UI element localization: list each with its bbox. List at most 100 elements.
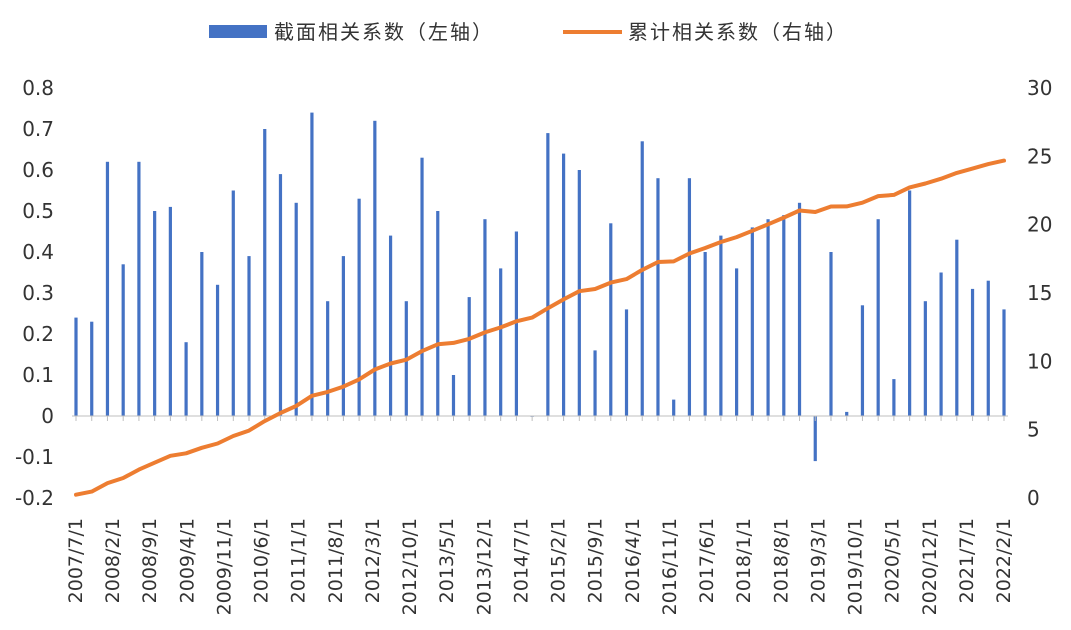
bar bbox=[782, 215, 786, 416]
bar bbox=[609, 223, 613, 416]
bar bbox=[813, 416, 817, 462]
x-tick-label: 2012/10/1 bbox=[399, 518, 421, 615]
right-axis: 0 5 10 15 20 25 30 bbox=[1027, 76, 1052, 510]
left-tick-label: -0.1 bbox=[15, 445, 54, 469]
x-tick-label: 2019/10/1 bbox=[845, 518, 867, 615]
bar bbox=[215, 284, 220, 416]
legend-label-line: 累计相关系数（右轴） bbox=[628, 20, 848, 44]
bar bbox=[687, 178, 692, 416]
x-tick-label: 2008/9/1 bbox=[139, 518, 161, 603]
bar bbox=[326, 301, 330, 416]
left-tick-label: -0.2 bbox=[15, 486, 54, 510]
bar bbox=[908, 190, 912, 416]
bar bbox=[955, 239, 959, 416]
x-tick-label: 2017/6/1 bbox=[696, 518, 718, 603]
bar bbox=[561, 153, 566, 416]
bar bbox=[939, 272, 943, 416]
x-tick-label: 2016/4/1 bbox=[622, 518, 644, 603]
bar bbox=[829, 252, 833, 416]
bar bbox=[200, 252, 204, 416]
legend: 截面相关系数（左轴） 累计相关系数（右轴） bbox=[209, 20, 848, 44]
bar bbox=[436, 211, 440, 416]
left-tick-label: 0.8 bbox=[22, 76, 54, 100]
bar bbox=[797, 202, 802, 416]
bar bbox=[719, 235, 723, 416]
bar bbox=[750, 227, 754, 416]
bar bbox=[153, 211, 157, 416]
left-tick-label: 0.7 bbox=[22, 117, 54, 141]
bar bbox=[672, 399, 676, 416]
bar bbox=[90, 321, 94, 416]
zero-axis-line bbox=[72, 415, 1008, 421]
x-tick-label: 2015/9/1 bbox=[585, 518, 607, 603]
left-tick-label: 0.6 bbox=[22, 158, 54, 182]
right-tick-label: 5 bbox=[1027, 418, 1040, 442]
bar bbox=[970, 288, 975, 416]
left-tick-label: 0.2 bbox=[22, 322, 54, 346]
bar bbox=[735, 268, 739, 416]
x-tick-label: 2010/6/1 bbox=[251, 518, 273, 603]
left-tick-label: 0.3 bbox=[22, 281, 54, 305]
bar bbox=[923, 301, 927, 416]
x-tick-label: 2022/2/1 bbox=[993, 518, 1015, 603]
bar bbox=[373, 120, 377, 417]
bar bbox=[514, 231, 519, 416]
bar bbox=[74, 317, 78, 416]
x-tick-label: 2011/1/1 bbox=[288, 518, 310, 603]
bar bbox=[640, 141, 644, 417]
legend-swatch-bars bbox=[209, 25, 267, 38]
x-tick-label: 2018/1/1 bbox=[733, 518, 755, 603]
bar bbox=[388, 235, 393, 416]
x-tick-label: 2008/2/1 bbox=[102, 518, 124, 603]
bar bbox=[766, 219, 770, 416]
legend-label-bars: 截面相关系数（左轴） bbox=[274, 20, 494, 44]
bar bbox=[860, 305, 865, 416]
bar bbox=[263, 129, 267, 416]
bar bbox=[137, 161, 141, 416]
x-tick-label: 2013/12/1 bbox=[473, 518, 495, 615]
left-tick-label: 0.4 bbox=[22, 240, 54, 264]
bar bbox=[624, 309, 629, 416]
x-axis: 2007/7/1 2008/2/1 2008/9/1 2009/4/1 2009/11/… bbox=[65, 518, 1015, 615]
bar bbox=[247, 256, 251, 416]
bar bbox=[467, 297, 471, 416]
bar bbox=[310, 112, 314, 416]
bar bbox=[121, 264, 125, 416]
bar bbox=[168, 206, 172, 416]
right-tick-label: 10 bbox=[1027, 349, 1052, 373]
x-tick-label: 2020/12/1 bbox=[919, 518, 941, 615]
bar bbox=[656, 178, 660, 416]
x-tick-label: 2015/2/1 bbox=[548, 518, 570, 603]
bar bbox=[451, 375, 456, 416]
x-tick-label: 2013/5/1 bbox=[436, 518, 458, 603]
bar bbox=[184, 342, 188, 416]
bar bbox=[546, 133, 550, 416]
x-tick-label: 2014/7/1 bbox=[510, 518, 532, 603]
left-tick-label: 0.5 bbox=[22, 199, 54, 223]
bar bbox=[231, 190, 235, 416]
x-tick-label: 2012/3/1 bbox=[362, 518, 384, 603]
x-tick-label: 2007/7/1 bbox=[65, 518, 87, 603]
bar bbox=[294, 202, 298, 416]
bar bbox=[105, 161, 110, 416]
x-tick-label: 2009/11/1 bbox=[213, 518, 235, 615]
right-tick-label: 15 bbox=[1027, 281, 1052, 305]
bar bbox=[703, 252, 707, 416]
bar bbox=[278, 174, 283, 416]
x-tick-label: 2021/7/1 bbox=[956, 518, 978, 603]
bar bbox=[892, 379, 896, 416]
bar bbox=[357, 198, 361, 416]
left-axis: -0.2 -0.1 0 0.1 0.2 0.3 0.4 0.5 0.6 0.7 0.8 bbox=[15, 76, 54, 510]
x-tick-label: 2011/8/1 bbox=[325, 518, 347, 603]
x-tick-label: 2016/11/1 bbox=[659, 518, 681, 615]
cumulative-line bbox=[74, 158, 1006, 497]
bar bbox=[341, 256, 345, 416]
bar bbox=[986, 280, 990, 416]
bar bbox=[593, 350, 597, 416]
right-tick-label: 30 bbox=[1027, 76, 1052, 100]
right-tick-label: 0 bbox=[1027, 486, 1040, 510]
bar bbox=[420, 157, 424, 416]
left-tick-label: 0.1 bbox=[22, 363, 54, 387]
x-tick-label: 2009/4/1 bbox=[176, 518, 198, 603]
